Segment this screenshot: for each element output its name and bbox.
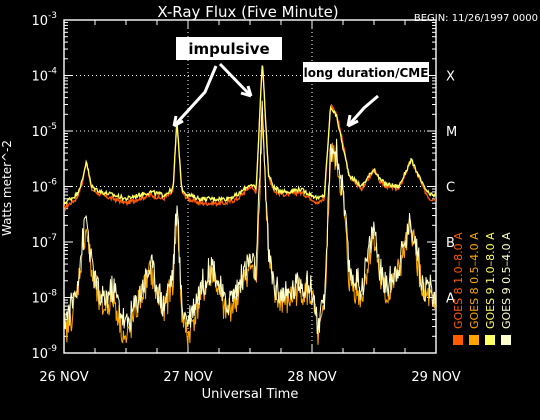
x-axis-label: Universal Time [202,387,299,402]
series-line [64,100,436,335]
impulsive-arrowhead-right [240,85,253,98]
legend-item: GOES 8 1.0–8.0 A [452,232,465,345]
legend-label: GOES 9 1.0–8.0 A [484,232,497,329]
y-tick-label: 10-9 [31,344,57,362]
annotation-impulsive-box [176,37,282,60]
y-axis-label: Watts meter^-2 [0,140,14,236]
legend-swatch [485,335,495,345]
legend-label: GOES 8 0.5–4.0 A [468,232,481,329]
flare-class-label: A [446,292,455,307]
legend-swatch [453,335,463,345]
annotation-cme: long duration/CME [303,62,429,128]
y-tick-label: 10-6 [31,178,57,196]
flare-class-label: B [446,236,455,251]
flare-class-label: X [446,70,455,85]
series-line [64,115,436,347]
flare-class-labels: A B C M X [446,70,457,307]
legend-item: GOES 8 0.5–4.0 A [468,232,481,345]
y-tick-label: 10-7 [31,233,57,251]
annotation-impulsive-text: impulsive [188,40,269,58]
legend-label: GOES 9 0.5–4.0 A [500,232,513,329]
cme-arrow [346,94,379,127]
legend-item: GOES 9 1.0–8.0 A [484,232,497,345]
data-series [64,64,436,347]
cme-arrowhead [346,114,359,128]
y-tick-label: 10-4 [31,67,57,85]
begin-date-label: BEGIN: 11/26/1997 0000 [414,13,538,24]
x-tick-label: 29 NOV [411,370,460,385]
x-tick-label: 28 NOV [287,370,336,385]
flare-class-label: M [446,125,457,140]
flare-class-label: C [446,181,455,196]
impulsive-arrow-left [172,65,218,128]
y-tick-label: 10-8 [31,289,57,307]
chart-title: X-Ray Flux (Five Minute) [157,3,338,21]
series-line [64,65,436,205]
legend-item: GOES 9 0.5–4.0 A [500,232,513,345]
annotation-impulsive: impulsive [172,37,282,128]
x-tick-label: 27 NOV [163,370,212,385]
legend: GOES 8 1.0–8.0 A GOES 8 0.5–4.0 A GOES 9 1… [452,232,513,345]
annotation-cme-text: long duration/CME [304,66,429,80]
x-tick-label: 26 NOV [39,370,88,385]
legend-swatch [501,335,511,345]
legend-label: GOES 8 1.0–8.0 A [452,232,465,329]
y-tick-label: 10-5 [31,122,57,140]
x-axis-ticks: 26 NOV 27 NOV 28 NOV 29 NOV [39,20,461,385]
impulsive-arrow-right [218,62,253,98]
impulsive-arrowhead-left [172,115,184,128]
series-line [64,64,436,212]
annotation-cme-box [303,62,429,82]
y-tick-label: 10-3 [31,11,57,29]
legend-swatch [469,335,479,345]
